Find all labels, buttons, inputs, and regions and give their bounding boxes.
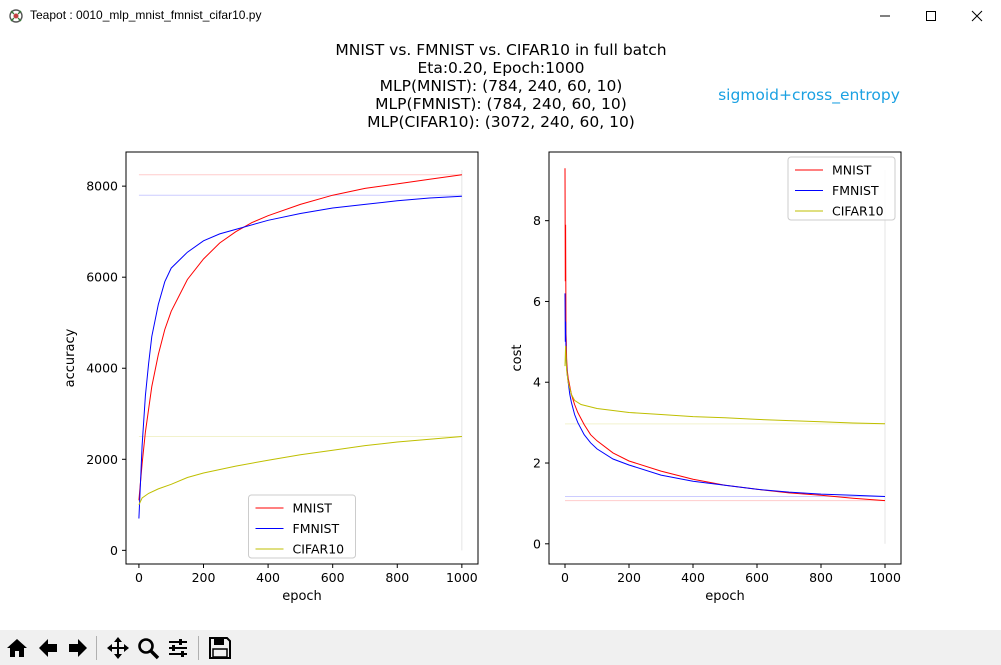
- toolbar-divider: [198, 636, 199, 660]
- title-line-3: MLP(MNIST): (784, 240, 60, 10): [380, 77, 623, 95]
- title-line-1: MNIST vs. FMNIST vs. CIFAR10 in full bat…: [335, 41, 666, 59]
- y-tick-label: 2000: [86, 452, 118, 467]
- series-line-cifar10: [138, 436, 462, 506]
- series-line-cifar10: [564, 345, 886, 425]
- x-tick-label: 200: [617, 570, 641, 585]
- close-icon: [971, 10, 983, 22]
- x-tick-label: 1000: [869, 570, 901, 585]
- legend-box: [248, 494, 356, 559]
- sliders-icon: [169, 639, 187, 657]
- y-tick-label: 4000: [86, 361, 118, 376]
- legend-box: [787, 156, 896, 221]
- legend-label-fmnist: FMNIST: [293, 521, 340, 536]
- teapot-app-icon: [9, 9, 23, 23]
- x-tick-label: 0: [135, 570, 143, 585]
- minimize-button[interactable]: [862, 0, 908, 32]
- window-titlebar: Teapot : 0010_mlp_mnist_fmnist_cifar10.p…: [0, 0, 1001, 32]
- x-tick-label: 400: [681, 570, 705, 585]
- x-tick-label: 600: [321, 570, 345, 585]
- minimize-icon: [880, 15, 890, 17]
- legend-label-cifar10: CIFAR10: [832, 204, 884, 219]
- window-title: Teapot : 0010_mlp_mnist_fmnist_cifar10.p…: [30, 8, 262, 22]
- x-tick-label: 200: [192, 570, 216, 585]
- configure-subplots-button[interactable]: [164, 634, 192, 662]
- cost-axes-frame: [548, 151, 902, 565]
- x-axis-label: epoch: [282, 589, 322, 604]
- series-line-fmnist: [138, 195, 462, 519]
- series-line-fmnist: [564, 293, 886, 497]
- y-axis-label: cost: [510, 345, 525, 372]
- x-tick-label: 800: [809, 570, 833, 585]
- cost-chart: 0 200 400 600 800 1000 0 2 4 6 8 epoch cost MNIST FMNI…: [510, 151, 902, 604]
- x-tick-label: 0: [561, 570, 569, 585]
- x-tick-label: 1000: [446, 570, 478, 585]
- home-button[interactable]: [3, 634, 31, 662]
- close-button[interactable]: [954, 0, 1000, 32]
- pan-button[interactable]: [104, 634, 132, 662]
- back-button[interactable]: [34, 634, 62, 662]
- zoom-button[interactable]: [134, 634, 162, 662]
- accuracy-axes-frame: [125, 151, 479, 565]
- y-tick-label: 8000: [86, 179, 118, 194]
- y-tick-label: 6: [533, 294, 541, 309]
- y-tick-label: 8: [533, 213, 541, 228]
- maximize-button[interactable]: [908, 0, 954, 32]
- activation-annotation: sigmoid+cross_entropy: [718, 86, 900, 105]
- move-icon: [107, 637, 129, 659]
- accuracy-legend: MNIST FMNIST CIFAR10: [248, 494, 356, 559]
- toolbar-divider: [96, 636, 97, 660]
- legend-label-mnist: MNIST: [293, 501, 333, 516]
- x-axis-label: epoch: [705, 589, 745, 604]
- x-tick-label: 400: [256, 570, 280, 585]
- y-tick-label: 6000: [86, 270, 118, 285]
- legend-label-cifar10: CIFAR10: [293, 542, 345, 557]
- y-tick-label: 0: [533, 536, 541, 551]
- home-icon: [7, 639, 27, 657]
- y-tick-label: 0: [110, 543, 118, 558]
- series-line-mnist: [138, 174, 462, 501]
- figure-canvas: MNIST vs. FMNIST vs. CIFAR10 in full bat…: [0, 32, 1001, 630]
- forward-button[interactable]: [64, 634, 92, 662]
- figure-svg: MNIST vs. FMNIST vs. CIFAR10 in full bat…: [63, 41, 902, 604]
- save-button[interactable]: [206, 634, 234, 662]
- figure-title: MNIST vs. FMNIST vs. CIFAR10 in full bat…: [335, 41, 666, 131]
- legend-label-mnist: MNIST: [832, 163, 872, 178]
- y-tick-label: 4: [533, 375, 541, 390]
- title-line-2: Eta:0.20, Epoch:1000: [417, 59, 584, 77]
- title-line-4: MLP(FMNIST): (784, 240, 60, 10): [375, 95, 627, 113]
- navigation-toolbar: [0, 630, 1001, 665]
- x-tick-label: 800: [385, 570, 409, 585]
- arrow-right-icon: [69, 639, 87, 657]
- y-axis-label: accuracy: [63, 328, 78, 387]
- save-icon: [209, 637, 231, 659]
- x-tick-label: 600: [745, 570, 769, 585]
- maximize-icon: [926, 11, 936, 21]
- legend-label-fmnist: FMNIST: [832, 183, 879, 198]
- cost-legend: MNIST FMNIST CIFAR10: [787, 156, 896, 221]
- zoom-icon: [138, 638, 160, 660]
- accuracy-chart: 0 200 400 600 800 1000 0 2000 4000 6000 8000 epoch a…: [63, 151, 479, 604]
- arrow-left-icon: [39, 639, 57, 657]
- y-tick-label: 2: [533, 456, 541, 471]
- title-line-5: MLP(CIFAR10): (3072, 240, 60, 10): [367, 113, 635, 131]
